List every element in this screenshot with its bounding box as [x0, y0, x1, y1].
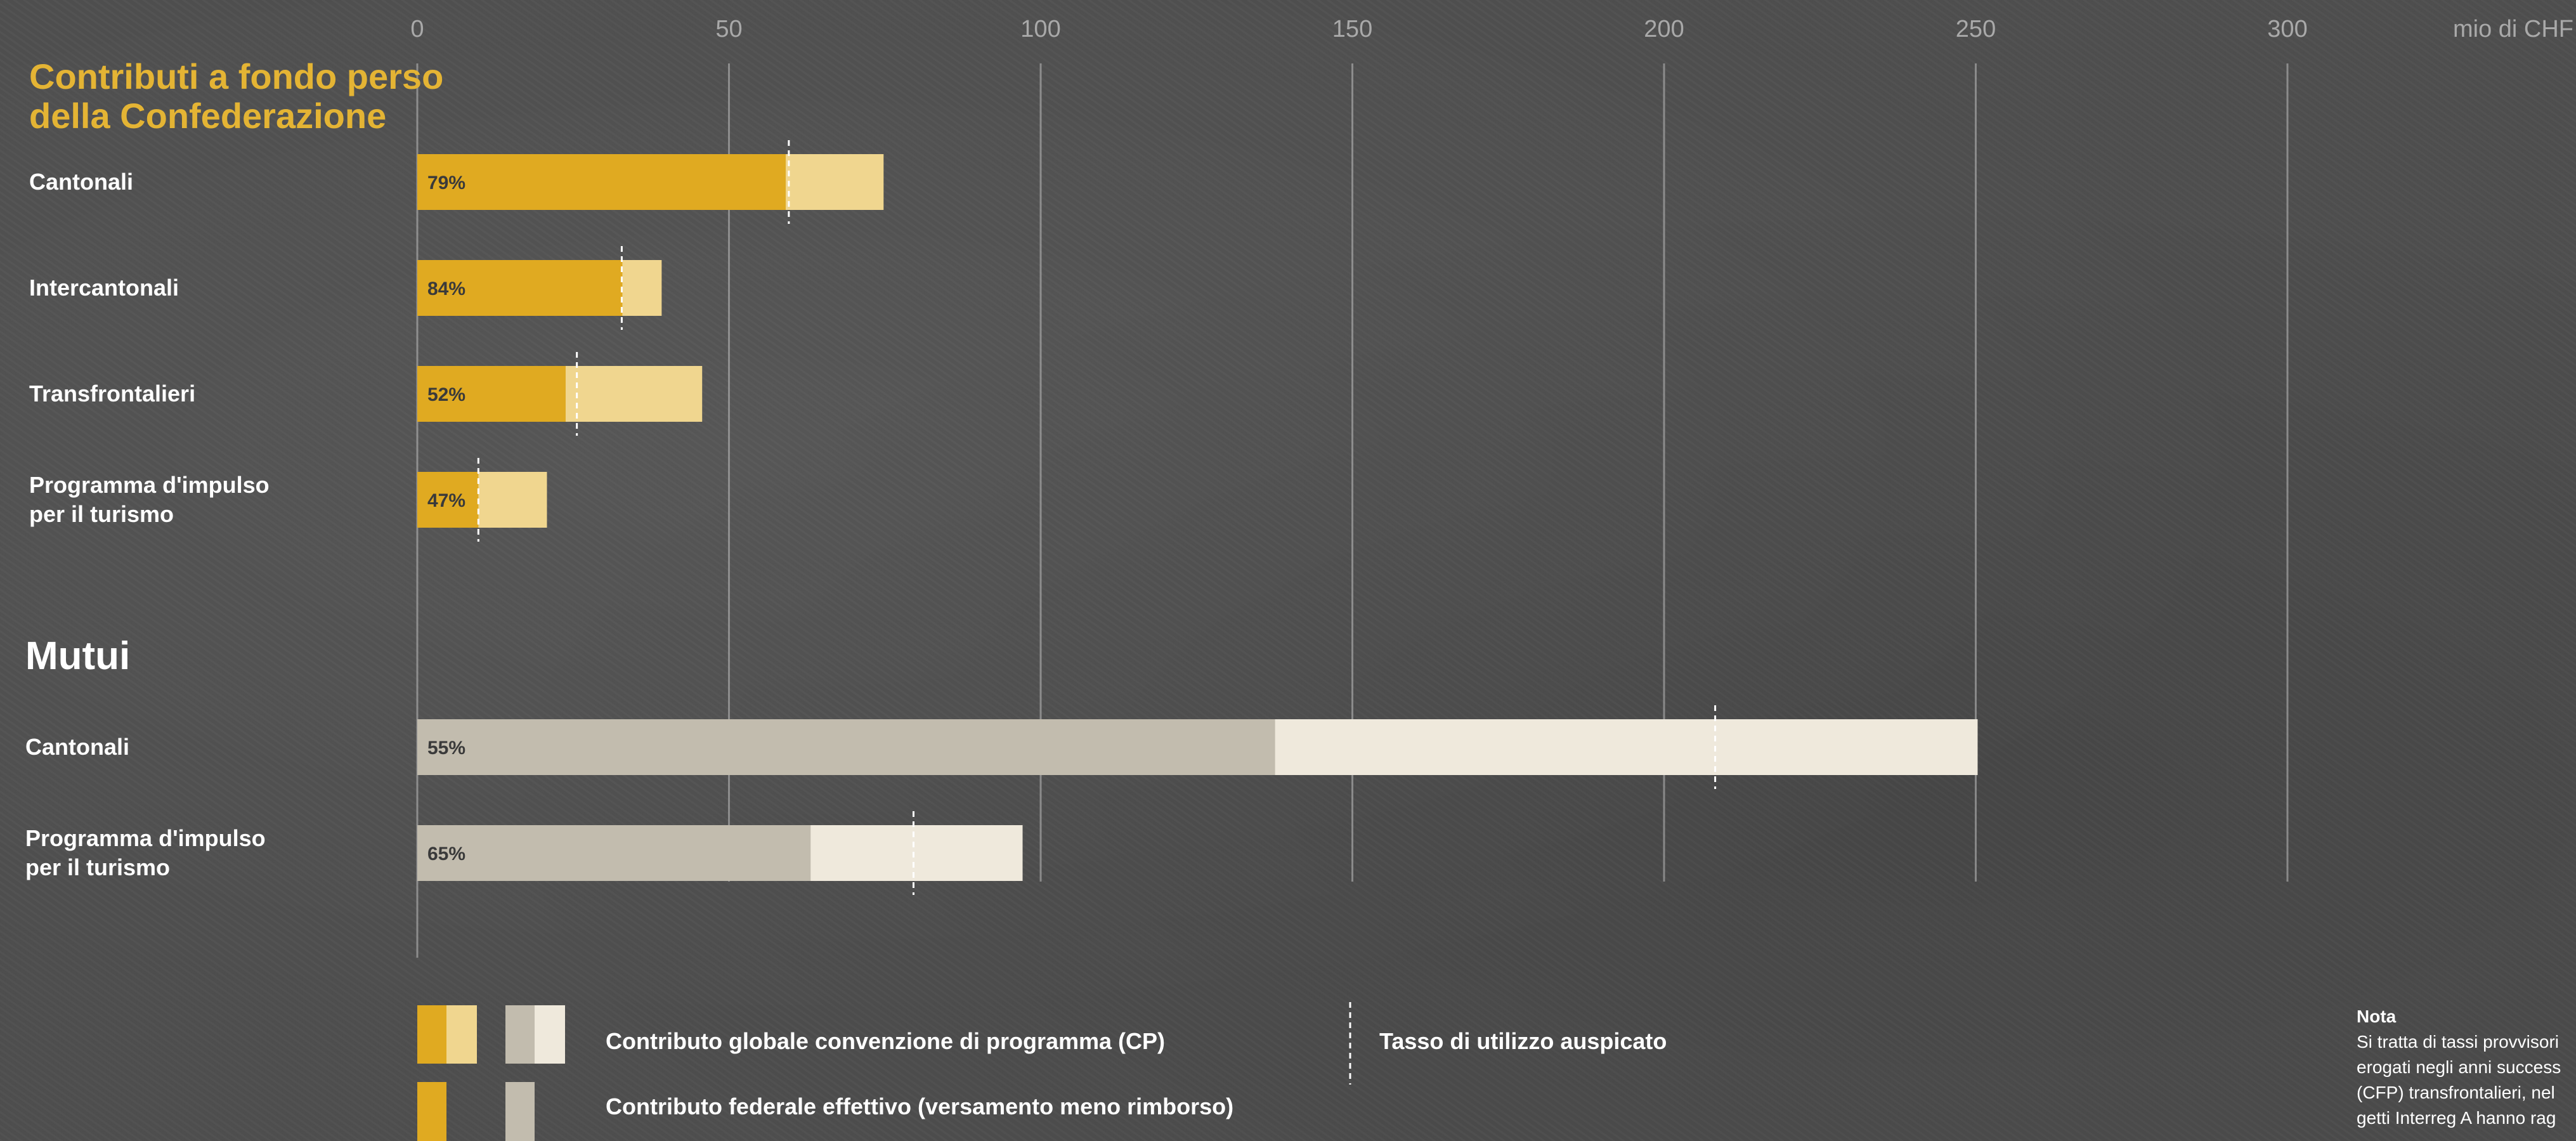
note-line: (CFP) transfrontalieri, nel [2357, 1083, 2555, 1102]
legend-total-label: Contributo globale convenzione di progra… [606, 1028, 1165, 1054]
legend-swatch-actual-contributi [417, 1082, 446, 1141]
unit-label: mio di CHF [2453, 16, 2573, 42]
x-tick-label: 250 [1956, 16, 1996, 42]
category-label: per il turismo [29, 501, 174, 527]
x-tick-label: 300 [2267, 16, 2307, 42]
percentage-label: 47% [427, 490, 465, 511]
legend-target-label: Tasso di utilizzo auspicato [1379, 1028, 1667, 1054]
category-label: per il turismo [25, 854, 170, 880]
group-title: Contributi a fondo perso [29, 56, 443, 96]
bar-actual [417, 825, 811, 881]
x-tick-label: 0 [410, 16, 424, 42]
category-label: Transfrontalieri [29, 381, 195, 407]
bar-actual [417, 719, 1275, 775]
category-labels: Cantonali Intercantonali Transfrontalieri P… [25, 169, 270, 880]
percentage-label: 55% [427, 738, 465, 759]
bar-actual [417, 366, 566, 422]
bars: 79% 84% 52% 47% 55% 65% [417, 140, 1978, 895]
legend: Contributo globale convenzione di progra… [417, 1002, 1667, 1141]
group-title: Mutui [25, 634, 130, 678]
legend-swatch-contributi-actual [417, 1005, 446, 1064]
x-tick-label: 50 [715, 16, 742, 42]
percentage-label: 84% [427, 278, 465, 299]
category-label: Programma d'impulso [25, 825, 266, 851]
category-label: Programma d'impulso [29, 472, 270, 498]
category-label: Cantonali [25, 734, 129, 760]
note-line: getti Interreg A hanno rag [2357, 1108, 2556, 1128]
legend-swatch-contributi-total [446, 1005, 477, 1064]
legend-swatch-mutui-total [535, 1005, 565, 1064]
legend-actual-label: Contributo federale effettivo (versament… [606, 1093, 1233, 1119]
percentage-label: 65% [427, 844, 465, 864]
percentage-label: 79% [427, 173, 465, 193]
percentage-label: 52% [427, 384, 465, 405]
bar-actual [417, 260, 623, 316]
note-line: erogati negli anni success [2357, 1057, 2561, 1077]
x-axis: 0 50 100 150 200 250 300 mio di CHF [410, 16, 2573, 42]
legend-swatch-mutui-actual [505, 1005, 535, 1064]
category-label: Cantonali [29, 169, 133, 195]
note-title: Nota [2357, 1007, 2397, 1026]
note-line: Si tratta di tassi provvisori [2357, 1032, 2559, 1052]
legend-swatch-actual-mutui [505, 1082, 535, 1141]
note: Nota Si tratta di tassi provvisori erogati… [2357, 1007, 2561, 1128]
category-label: Intercantonali [29, 275, 179, 301]
x-tick-label: 100 [1020, 16, 1060, 42]
bar-actual [417, 154, 786, 210]
group-title: della Confederazione [29, 96, 386, 136]
x-tick-label: 200 [1644, 16, 1684, 42]
bar-actual [417, 472, 479, 528]
x-tick-label: 150 [1332, 16, 1372, 42]
